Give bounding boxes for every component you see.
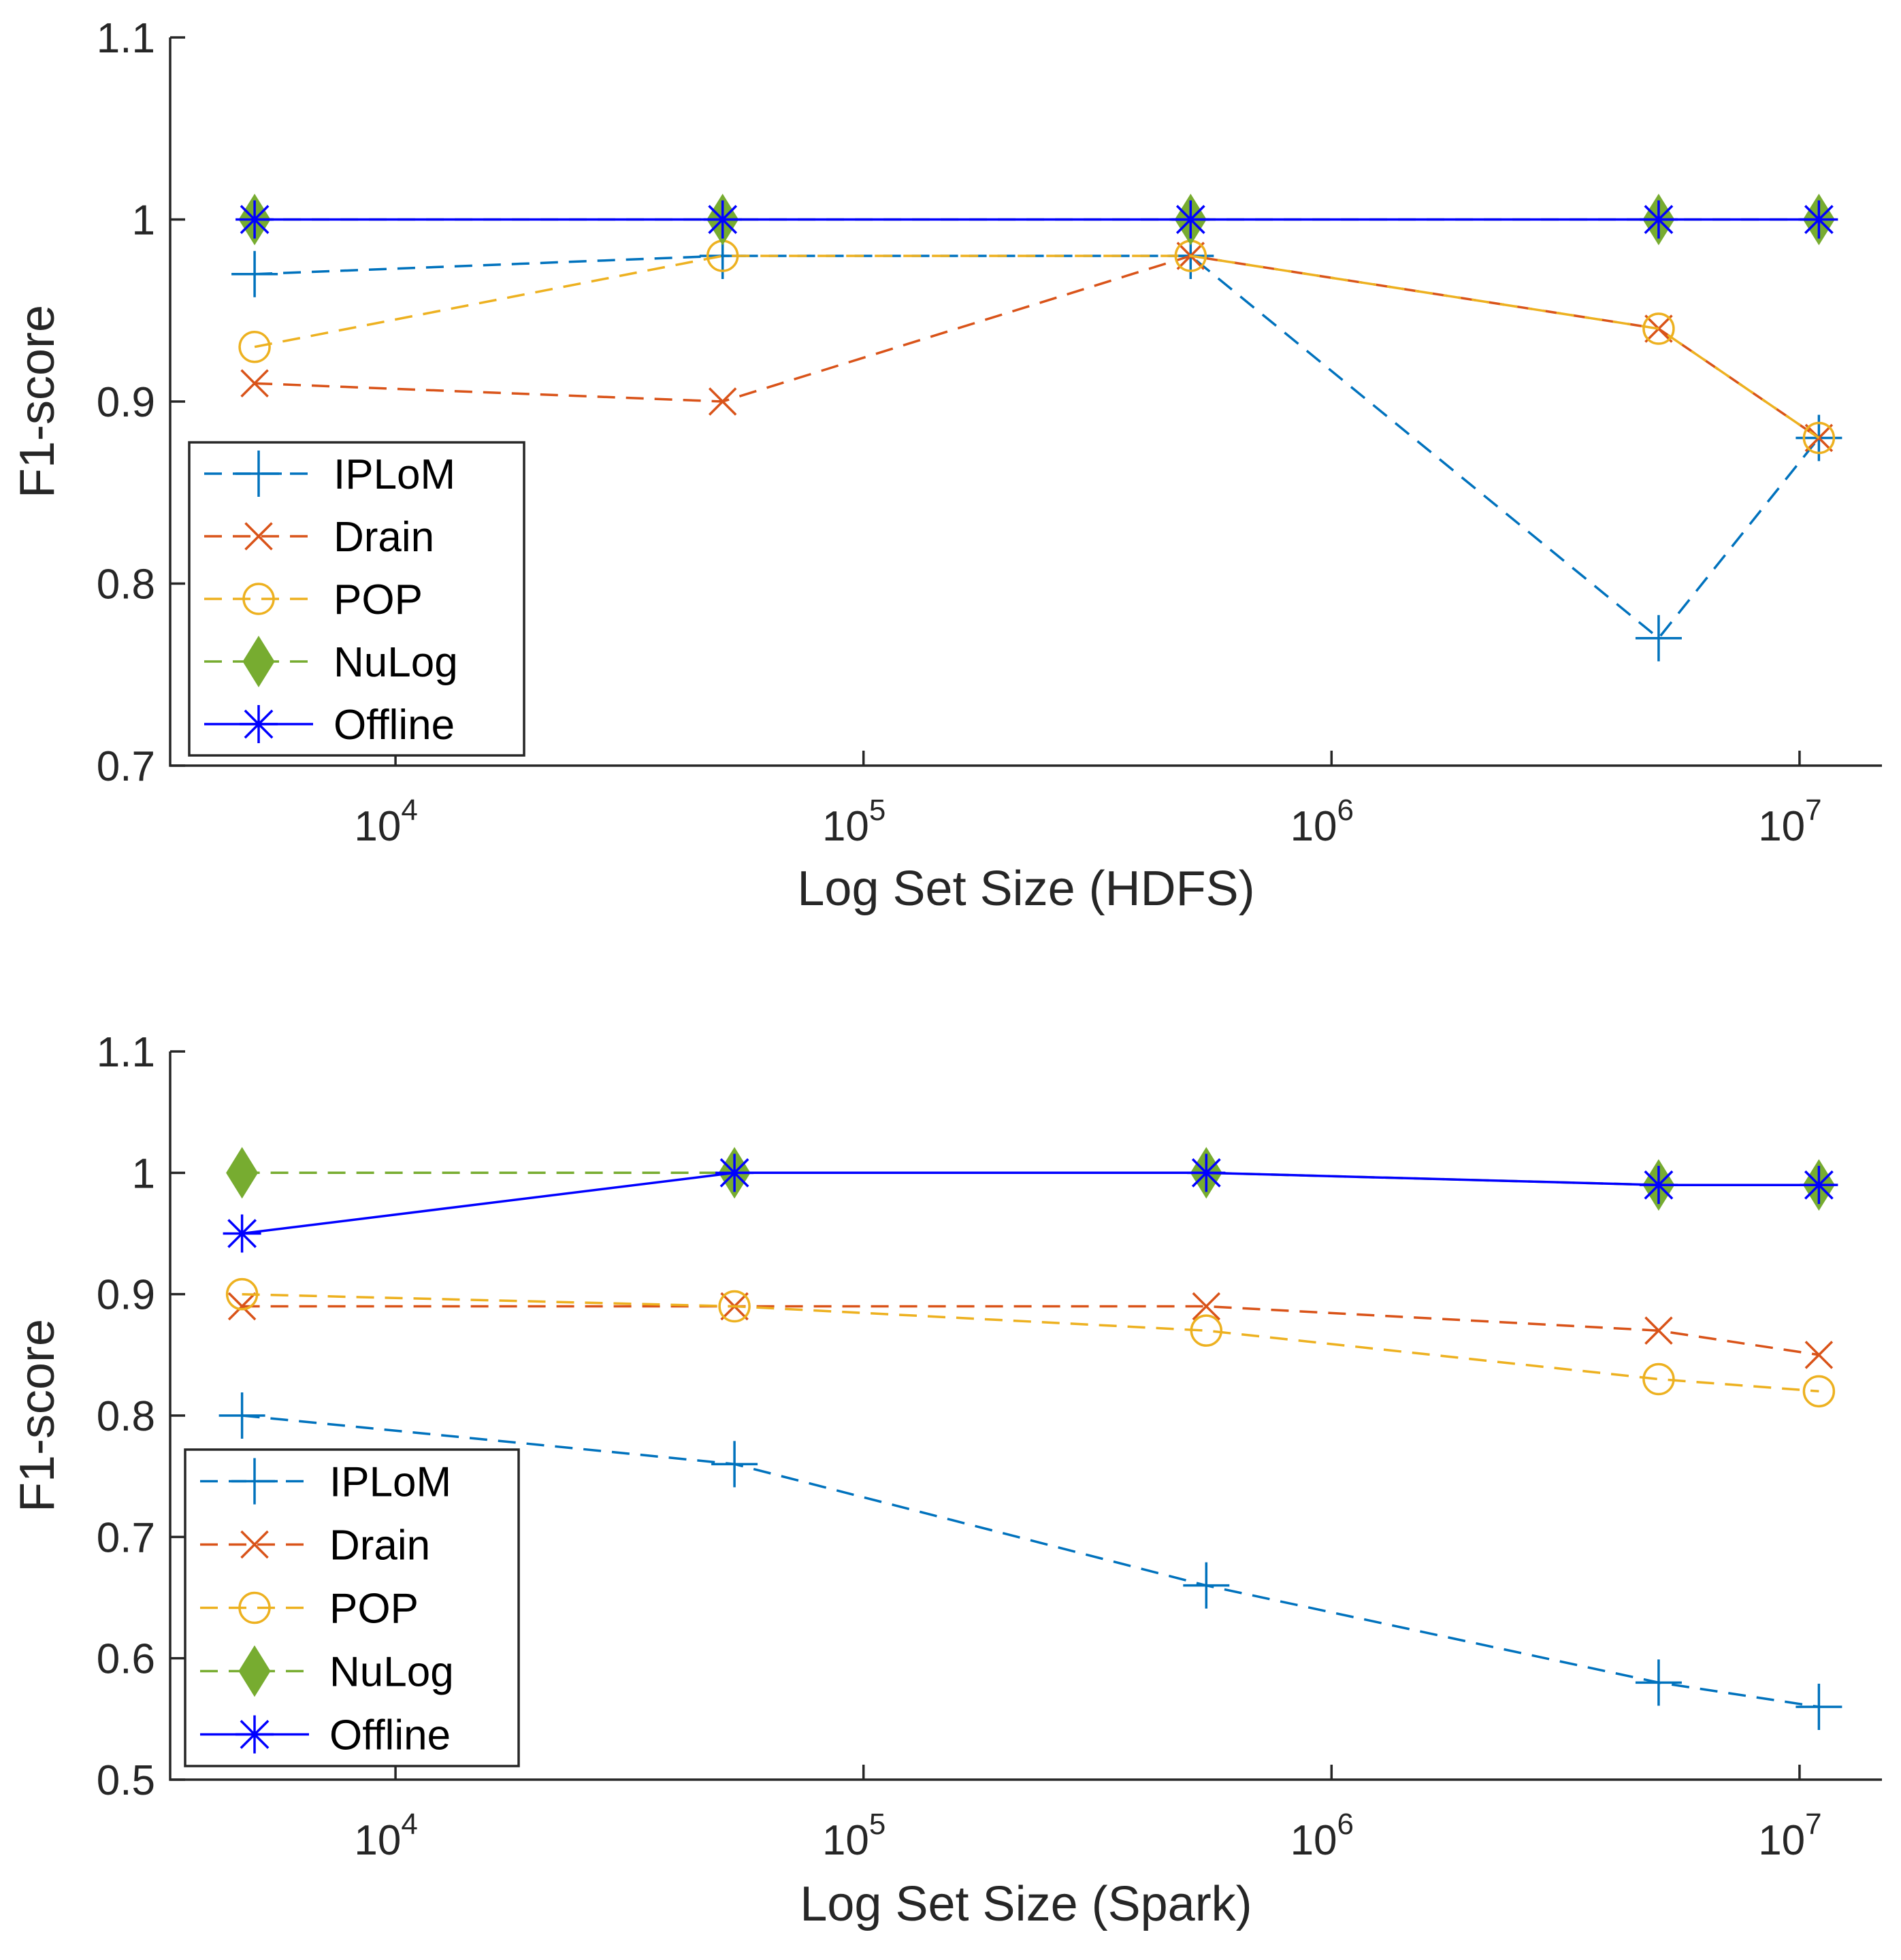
legend-label-iplom: IPLoM bbox=[329, 1459, 451, 1506]
x-tick-label: 107 bbox=[1758, 794, 1821, 850]
legend: IPLoM Drain POP NuLog Offline bbox=[188, 441, 525, 757]
drain-point bbox=[708, 387, 737, 416]
y-tick-label: 1.1 bbox=[97, 15, 155, 62]
offline-point bbox=[1639, 1166, 1678, 1205]
pop-point bbox=[1802, 1375, 1836, 1408]
legend-marker-offline bbox=[235, 1715, 274, 1754]
x-tick-exponent: 4 bbox=[401, 1808, 417, 1841]
legend-marker-drain bbox=[244, 522, 273, 551]
legend-label-offline: Offline bbox=[334, 702, 455, 749]
legend-label-pop: POP bbox=[329, 1586, 419, 1633]
series-drain bbox=[227, 1292, 1834, 1369]
offline-point bbox=[1187, 1154, 1226, 1192]
pop-point bbox=[1802, 421, 1836, 455]
iplom-point bbox=[1635, 615, 1682, 662]
offline-point bbox=[1639, 200, 1678, 239]
pop-point bbox=[1190, 1314, 1223, 1347]
y-tick-label: 0.6 bbox=[97, 1636, 155, 1683]
x-tick-exponent: 7 bbox=[1805, 1808, 1821, 1841]
offline-point bbox=[235, 200, 274, 239]
iplom-point bbox=[711, 1441, 758, 1488]
legend-marker-offline bbox=[240, 705, 278, 743]
drain-point bbox=[1804, 1341, 1834, 1369]
pop-line bbox=[242, 1292, 1819, 1393]
x-tick-exponent: 6 bbox=[1337, 1808, 1354, 1841]
legend-marker-pop bbox=[238, 1591, 271, 1624]
x-tick-exponent: 5 bbox=[869, 1808, 885, 1841]
legend-marker-nulog bbox=[238, 1645, 271, 1697]
legend-marker-drain bbox=[240, 1530, 269, 1559]
y-tick-label: 0.9 bbox=[97, 379, 155, 426]
x-tick-exponent: 7 bbox=[1805, 794, 1821, 827]
drain-point bbox=[227, 1292, 257, 1321]
drain-point bbox=[240, 369, 269, 397]
iplom-point bbox=[218, 1392, 265, 1439]
pop-point bbox=[718, 1290, 751, 1323]
x-tick-label: 104 bbox=[354, 1808, 417, 1864]
y-tick-label: 1 bbox=[132, 197, 155, 244]
nulog-point bbox=[226, 1147, 259, 1199]
legend-marker-iplom bbox=[235, 451, 282, 497]
x-tick-exponent: 6 bbox=[1337, 794, 1354, 827]
drain-point bbox=[1192, 1292, 1221, 1321]
y-tick-label: 0.8 bbox=[97, 561, 155, 608]
legend-label-nulog: NuLog bbox=[334, 639, 458, 686]
offline-point bbox=[1800, 1166, 1838, 1205]
y-tick-label: 0.9 bbox=[97, 1272, 155, 1319]
y-tick-label: 0.7 bbox=[97, 743, 155, 790]
pop-point bbox=[225, 1277, 259, 1311]
offline-point bbox=[703, 200, 742, 239]
series-iplom bbox=[218, 1392, 1842, 1730]
legend-label-drain: Drain bbox=[334, 514, 434, 561]
y-tick-label: 0.5 bbox=[97, 1757, 155, 1804]
drain-line bbox=[242, 1305, 1819, 1356]
y-tick-label: 0.8 bbox=[97, 1393, 155, 1440]
legend-marker-pop bbox=[242, 583, 275, 615]
iplom-point bbox=[1796, 1684, 1842, 1730]
iplom-point bbox=[1183, 1562, 1230, 1609]
pop-point bbox=[1642, 1362, 1675, 1396]
y-tick-label: 0.7 bbox=[97, 1514, 155, 1561]
series-offline bbox=[235, 200, 1838, 239]
pop-point bbox=[238, 331, 271, 363]
legend-label-iplom: IPLoM bbox=[334, 451, 455, 498]
x-tick-label: 104 bbox=[354, 794, 417, 850]
legend-label-nulog: NuLog bbox=[329, 1649, 454, 1696]
iplom-point bbox=[1635, 1659, 1682, 1706]
x-tick-exponent: 4 bbox=[401, 794, 417, 827]
legend-label-offline: Offline bbox=[329, 1712, 451, 1759]
pop-point bbox=[1642, 312, 1675, 345]
x-tick-exponent: 5 bbox=[869, 794, 885, 827]
offline-point bbox=[1171, 200, 1210, 239]
y-tick-label: 1 bbox=[132, 1150, 155, 1197]
legend-marker-nulog bbox=[242, 636, 275, 687]
offline-point bbox=[715, 1154, 754, 1192]
legend-label-pop: POP bbox=[334, 576, 423, 623]
y-tick-label: 1.1 bbox=[97, 1029, 155, 1076]
x-tick-label: 107 bbox=[1758, 1808, 1821, 1864]
legend: IPLoM Drain POP NuLog Offline bbox=[184, 1448, 520, 1767]
x-axis-title: Log Set Size (Spark) bbox=[800, 1877, 1252, 1931]
series-offline bbox=[223, 1154, 1838, 1253]
offline-point bbox=[223, 1214, 261, 1253]
legend-label-drain: Drain bbox=[329, 1522, 430, 1569]
series-pop bbox=[225, 1277, 1836, 1408]
y-axis-title: F1-score bbox=[10, 305, 65, 498]
pop-line bbox=[254, 255, 1820, 439]
y-axis-title: F1-score bbox=[10, 1319, 65, 1512]
x-tick-label: 106 bbox=[1290, 1808, 1354, 1864]
legend-marker-iplom bbox=[231, 1458, 278, 1505]
drain-point bbox=[1644, 1316, 1673, 1345]
iplom-point bbox=[231, 250, 278, 297]
x-axis-title: Log Set Size (HDFS) bbox=[797, 862, 1254, 916]
offline-point bbox=[1800, 200, 1838, 239]
